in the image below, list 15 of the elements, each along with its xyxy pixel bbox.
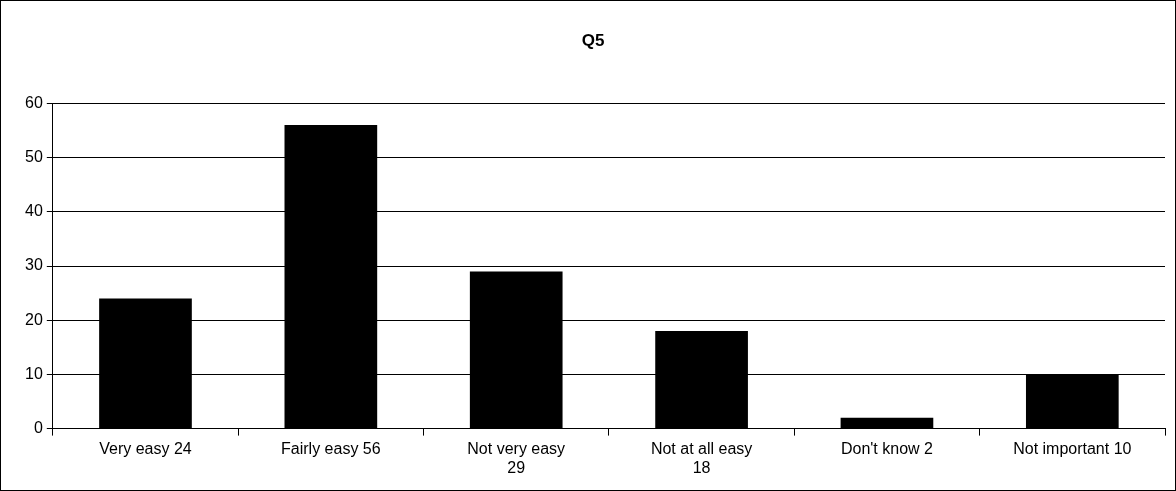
y-tick-label: 0: [33, 419, 43, 437]
y-tick-label: 30: [25, 256, 43, 274]
x-tick-label: Not at all easy 18: [650, 439, 753, 476]
y-tick-label: 20: [25, 310, 43, 328]
x-tick-label: Very easy 24: [99, 439, 192, 457]
x-tick-label: Fairly easy 56: [281, 439, 381, 457]
x-tick-label: Don't know 2: [840, 439, 934, 457]
x-tick-label: Not important 10: [1013, 439, 1132, 457]
y-tick-label: 40: [25, 202, 43, 220]
y-tick-label: 60: [25, 93, 43, 111]
bar: [840, 417, 934, 429]
x-tick-label: Not very easy 29: [467, 439, 566, 476]
y-tick-label: 50: [25, 148, 43, 166]
y-tick-label: 10: [25, 364, 43, 382]
chart-title: Q5: [581, 30, 605, 50]
